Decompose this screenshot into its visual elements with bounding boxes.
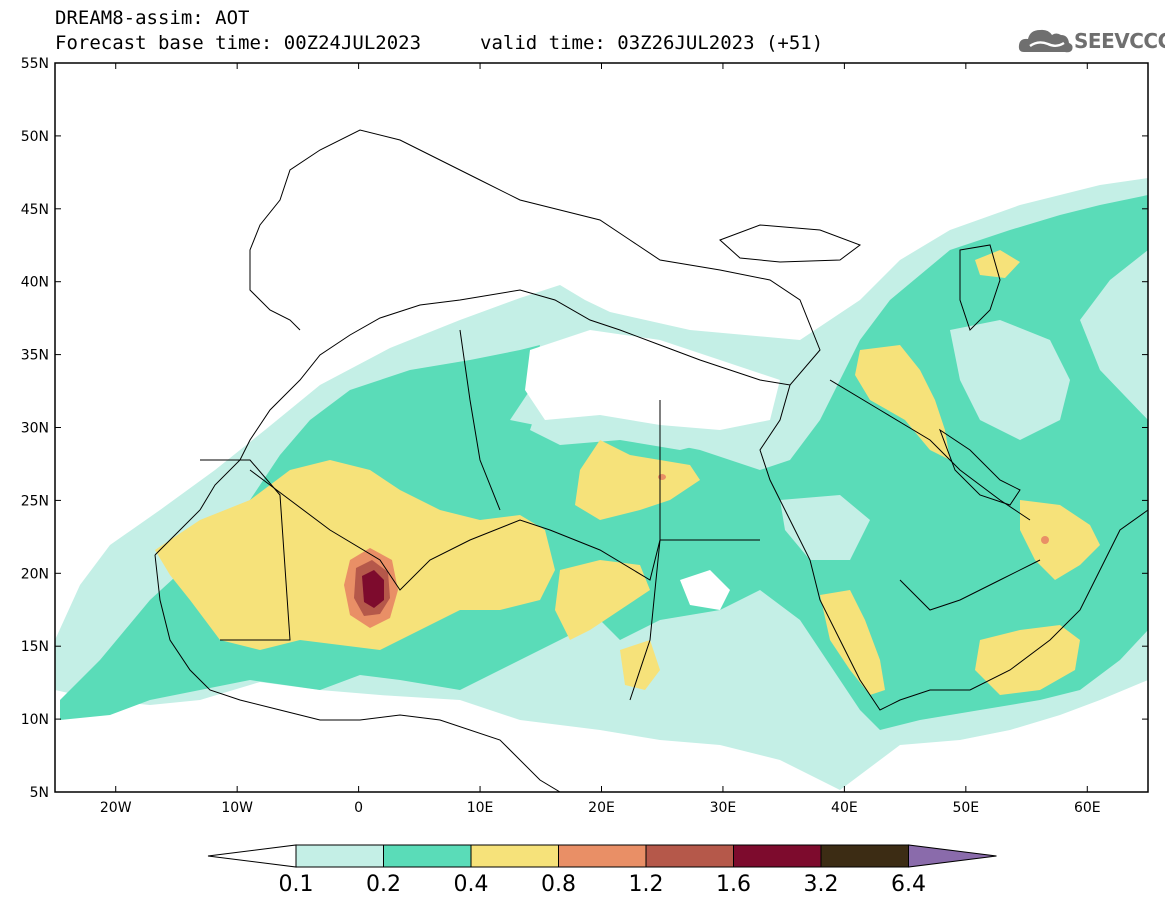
logo-text: SEEVCCC — [1074, 29, 1165, 53]
colorbar: 0.1 0.2 0.4 0.8 1.2 1.6 3.2 6.4 — [207, 844, 997, 897]
lon-label: 20W — [100, 800, 132, 816]
colorbar-label: 6.4 — [891, 872, 926, 897]
aot-clear-patch — [950, 320, 1070, 440]
colorbar-swatch — [733, 844, 822, 868]
aot-contour-0.4 — [820, 590, 885, 695]
lat-label: 15N — [21, 639, 49, 655]
aot-contour-0.4 — [575, 440, 700, 520]
longitude-axis: 20W 10W 0 10E 20E 30E 40E 50E 60E — [100, 63, 1101, 816]
aot-clear-patch — [680, 570, 730, 610]
lat-label: 35N — [21, 348, 49, 364]
colorbar-label: 0.1 — [279, 872, 314, 897]
aot-field — [55, 178, 1148, 790]
caspian-sea — [959, 244, 1001, 331]
colorbar-label: 0.4 — [454, 872, 489, 897]
country-border — [629, 400, 661, 701]
coastline — [154, 129, 821, 556]
lat-label: 50N — [21, 129, 49, 145]
lon-label: 60E — [1074, 800, 1101, 816]
lat-label: 45N — [21, 202, 49, 218]
aot-contour-0.8 — [658, 474, 666, 480]
lat-label: 10N — [21, 712, 49, 728]
seevccc-logo: SEEVCCC — [1018, 22, 1165, 58]
country-border — [249, 469, 760, 591]
country-border — [459, 329, 501, 511]
colorbar-swatch — [645, 844, 734, 868]
colorbar-swatch — [383, 844, 472, 868]
aot-clear-patch — [780, 495, 870, 560]
colorbar-label: 3.2 — [804, 872, 839, 897]
coastlines — [154, 129, 1148, 792]
country-border — [200, 459, 291, 641]
valid-time: valid time: 03Z26JUL2023 (+51) — [480, 32, 824, 54]
coastline — [154, 554, 561, 792]
lat-label: 25N — [21, 493, 49, 509]
lat-label: 30N — [21, 421, 49, 437]
aot-contour-0.4 — [555, 560, 650, 640]
lon-label: 30E — [710, 800, 737, 816]
lon-label: 40E — [831, 800, 858, 816]
aot-contour-0.8 — [1041, 536, 1049, 544]
colorbar-arrow-low — [207, 844, 297, 868]
aot-contour-0.4 — [975, 625, 1080, 695]
lat-label: 5N — [30, 785, 49, 801]
aot-contour-0.4 — [155, 460, 555, 650]
lat-label: 55N — [21, 56, 49, 72]
cloud-icon — [1018, 29, 1073, 53]
coastline — [759, 384, 1148, 711]
aot-contour-0.4 — [975, 250, 1020, 278]
colorbar-swatch — [820, 844, 909, 868]
colorbar-label: 1.2 — [629, 872, 664, 897]
lon-label: 20E — [588, 800, 615, 816]
lon-label: 10E — [467, 800, 494, 816]
aot-clear-patch — [525, 330, 780, 430]
forecast-base-time: Forecast base time: 00Z24JUL2023 — [55, 32, 422, 54]
colorbar-swatch — [470, 844, 559, 868]
colorbar-label: 0.8 — [541, 872, 576, 897]
lat-label: 20N — [21, 566, 49, 582]
map-title: DREAM8-assim: AOT — [55, 7, 250, 29]
black-sea — [719, 224, 862, 263]
lon-label: 0 — [354, 800, 363, 816]
lon-label: 10W — [221, 800, 253, 816]
latitude-axis: 55N 50N 45N 40N 35N 30N 25N 20N 15N 10N 5N — [21, 56, 1148, 801]
colorbar-label: 1.6 — [716, 872, 751, 897]
persian-gulf — [938, 428, 1021, 506]
aot-contour-1.6 — [362, 570, 384, 608]
lon-label: 50E — [952, 800, 979, 816]
lat-label: 40N — [21, 275, 49, 291]
colorbar-label: 0.2 — [366, 872, 401, 897]
colorbar-swatch — [558, 844, 647, 868]
aot-contour-0.4 — [855, 345, 950, 460]
country-border — [899, 559, 1041, 611]
aot-contour-0.4 — [620, 640, 660, 690]
colorbar-swatch — [295, 844, 384, 868]
colorbar-arrow-high — [908, 844, 997, 868]
